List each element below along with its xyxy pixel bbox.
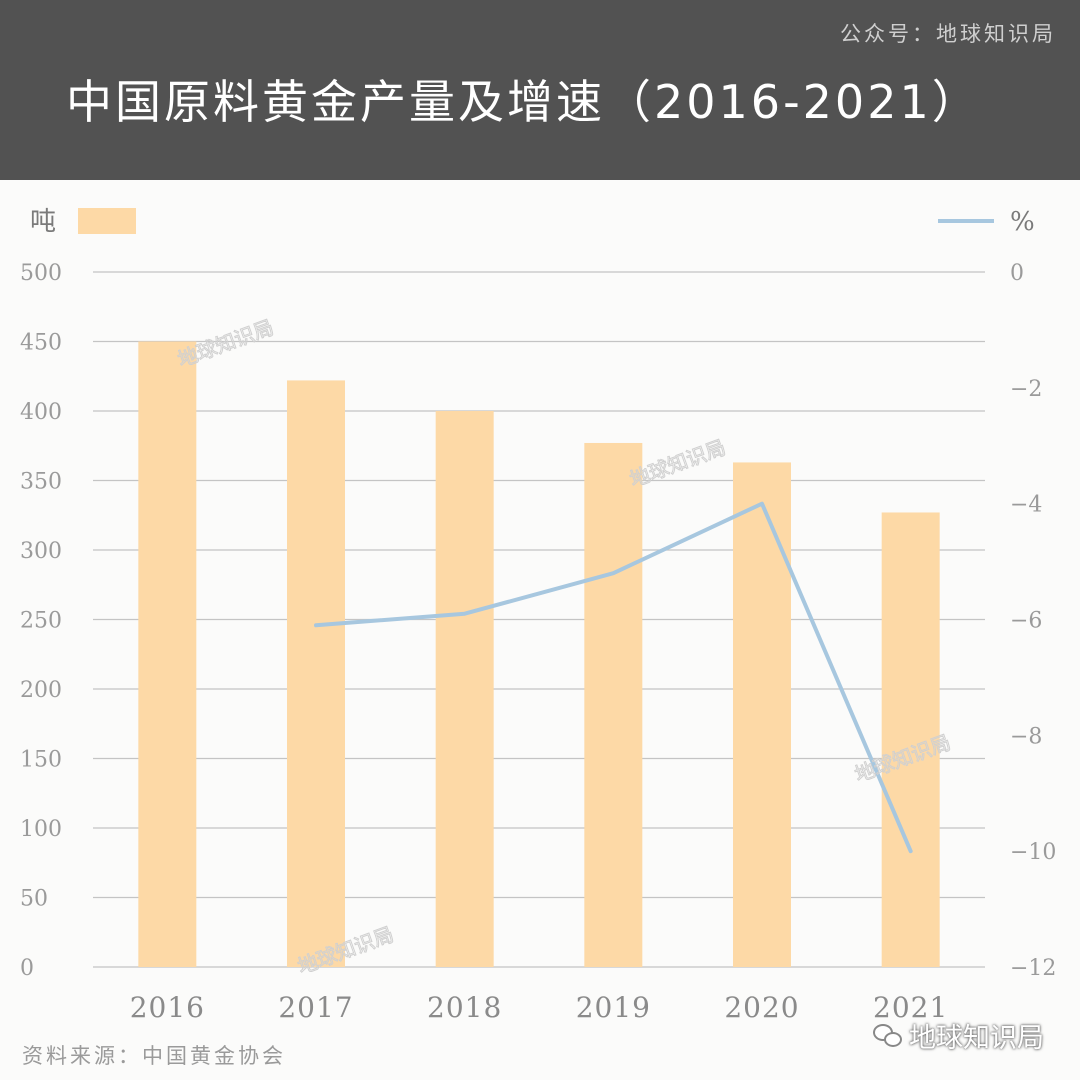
left-axis-unit: 吨 bbox=[30, 207, 56, 237]
left-tick-label: 150 bbox=[20, 748, 62, 773]
right-axis-unit: % bbox=[1010, 207, 1035, 237]
right-tick-label: −12 bbox=[1010, 956, 1056, 981]
left-tick-label: 200 bbox=[20, 678, 62, 703]
x-tick-label: 2018 bbox=[427, 991, 502, 1024]
source-account: 公众号：地球知识局 bbox=[840, 22, 1056, 46]
wechat-icon bbox=[873, 1023, 903, 1048]
bar bbox=[138, 341, 197, 967]
title-banner: 公众号：地球知识局 中国原料黄金产量及增速（2016-2021） bbox=[0, 0, 1080, 180]
left-tick-label: 400 bbox=[20, 400, 62, 425]
x-tick-label: 2017 bbox=[278, 991, 353, 1024]
right-tick-label: 0 bbox=[1010, 261, 1024, 286]
x-tick-label: 2020 bbox=[724, 991, 799, 1024]
right-tick-label: −10 bbox=[1010, 840, 1056, 865]
x-tick-label: 2019 bbox=[576, 991, 651, 1024]
bar bbox=[584, 442, 643, 968]
legend-bar-swatch bbox=[78, 208, 136, 234]
data-source: 资料来源：中国黄金协会 bbox=[22, 1044, 286, 1068]
left-tick-label: 500 bbox=[20, 261, 62, 286]
left-tick-label: 350 bbox=[20, 470, 62, 495]
watermark-stamp: 地球知识局 bbox=[175, 315, 277, 372]
watermark-text: 地球知识局 bbox=[909, 1023, 1044, 1054]
left-tick-label: 300 bbox=[20, 539, 62, 564]
right-tick-label: −2 bbox=[1010, 377, 1042, 402]
left-tick-label: 50 bbox=[20, 887, 48, 912]
bar bbox=[733, 462, 791, 967]
x-tick-label: 2021 bbox=[873, 991, 948, 1024]
left-tick-label: 100 bbox=[20, 817, 62, 842]
left-tick-label: 450 bbox=[20, 331, 62, 356]
chart-title: 中国原料黄金产量及增速（2016-2021） bbox=[66, 75, 981, 129]
bar bbox=[435, 411, 494, 967]
left-tick-label: 0 bbox=[20, 956, 34, 981]
right-tick-label: −8 bbox=[1010, 724, 1042, 749]
x-tick-label: 2016 bbox=[130, 991, 205, 1024]
left-tick-label: 250 bbox=[20, 609, 62, 634]
watermark-logo: 地球知识局 bbox=[873, 1016, 1044, 1055]
right-tick-label: −4 bbox=[1010, 493, 1042, 518]
bar bbox=[881, 512, 940, 967]
right-tick-label: −6 bbox=[1010, 609, 1042, 634]
bar bbox=[287, 380, 345, 967]
